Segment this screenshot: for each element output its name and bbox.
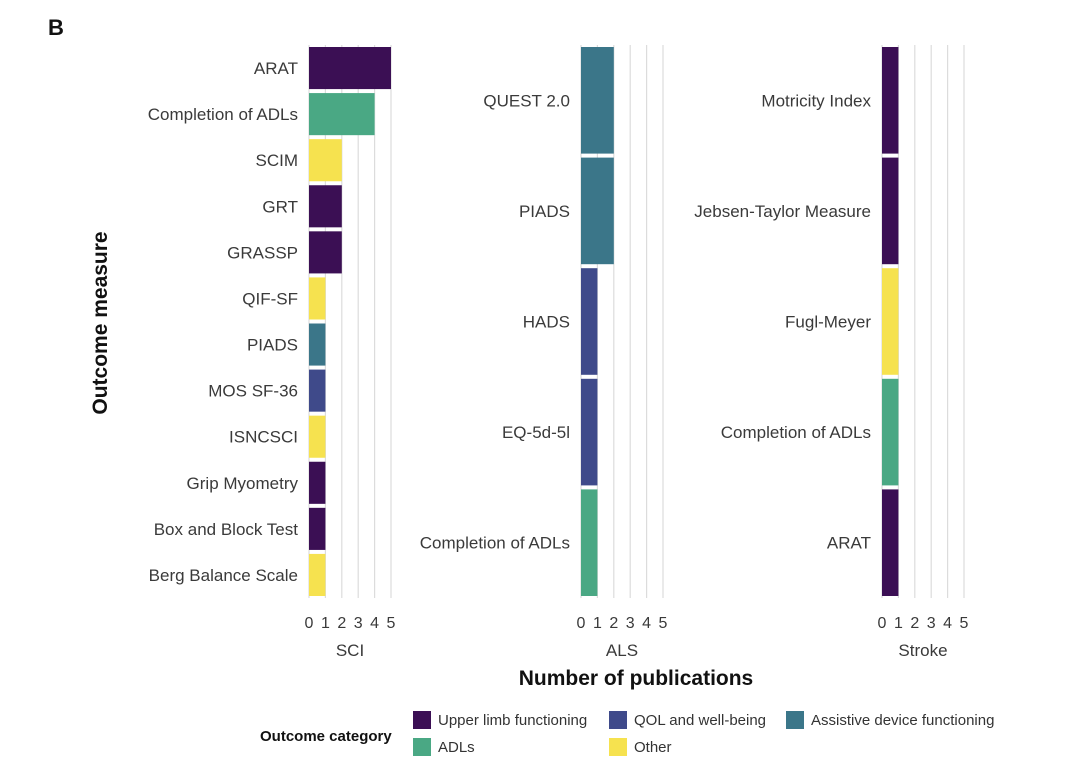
category-label: ISNCSCI — [229, 428, 298, 447]
bar — [581, 489, 598, 596]
tick-label: 5 — [960, 615, 969, 632]
category-label: GRASSP — [227, 243, 298, 262]
category-label: HADS — [523, 313, 570, 332]
x-axis-title: Number of publications — [519, 667, 754, 690]
tick-label: 1 — [321, 615, 330, 632]
tick-label: 5 — [387, 615, 396, 632]
category-label: Grip Myometry — [187, 474, 299, 493]
facet-stroke: Motricity Index Jebsen-Taylor Measure Fugl… — [694, 45, 969, 660]
category-label: GRT — [262, 197, 298, 216]
tick-label: 3 — [927, 615, 936, 632]
tick-label: 0 — [305, 615, 314, 632]
category-label: PIADS — [247, 336, 298, 355]
legend-label: Assistive device functioning — [811, 712, 994, 729]
legend-item-adls: ADLs — [413, 738, 475, 756]
category-label: QIF-SF — [242, 289, 298, 308]
bar — [882, 489, 899, 596]
tick-label: 4 — [370, 615, 379, 632]
bar — [309, 277, 326, 320]
legend-swatch — [413, 738, 431, 756]
legend-item-assistive: Assistive device functioning — [786, 711, 994, 729]
legend: Outcome category Upper limb functioning Q… — [260, 711, 994, 756]
bar — [309, 185, 342, 228]
bar — [309, 415, 326, 458]
legend-swatch — [609, 738, 627, 756]
category-label: SCIM — [256, 151, 299, 170]
legend-swatch — [786, 711, 804, 729]
tick-label: 2 — [609, 615, 618, 632]
facets: ARAT Completion of ADLs SCIM GRT GRASSP QIF-S… — [148, 45, 969, 660]
category-label: Box and Block Test — [154, 520, 299, 539]
bar — [882, 268, 899, 375]
tick-label: 3 — [354, 615, 363, 632]
category-label: ARAT — [827, 534, 871, 553]
panel-letter: B — [48, 15, 64, 40]
facet-label: ALS — [606, 641, 638, 660]
bar — [309, 139, 342, 182]
tick-label: 1 — [894, 615, 903, 632]
bar — [309, 507, 326, 550]
tick-label: 1 — [593, 615, 602, 632]
tick-label: 5 — [659, 615, 668, 632]
category-label: Completion of ADLs — [148, 105, 298, 124]
bar — [882, 157, 899, 265]
facet-als: QUEST 2.0 PIADS HADS EQ-5d-5l Completion of … — [420, 45, 668, 660]
tick-label: 2 — [910, 615, 919, 632]
bar — [309, 461, 326, 504]
bar — [882, 47, 899, 154]
bar — [882, 378, 899, 486]
legend-label: Upper limb functioning — [438, 712, 587, 729]
legend-item-other: Other — [609, 738, 672, 756]
category-label: ARAT — [254, 59, 298, 78]
tick-label: 4 — [642, 615, 651, 632]
legend-item-qol: QOL and well-being — [609, 711, 766, 729]
tick-label: 0 — [878, 615, 887, 632]
bar — [309, 369, 326, 412]
category-label: MOS SF-36 — [208, 382, 298, 401]
tick-label: 4 — [943, 615, 952, 632]
legend-label: ADLs — [438, 739, 475, 756]
bar — [309, 47, 391, 90]
category-label: QUEST 2.0 — [483, 91, 570, 110]
bar — [309, 231, 342, 274]
tick-label: 0 — [577, 615, 586, 632]
bar — [581, 47, 614, 154]
bar — [309, 323, 326, 366]
bar — [309, 93, 375, 136]
bar — [581, 378, 598, 486]
legend-item-upper_limb: Upper limb functioning — [413, 711, 587, 729]
facet-label: SCI — [336, 641, 364, 660]
legend-title: Outcome category — [260, 728, 392, 745]
category-label: Jebsen-Taylor Measure — [694, 202, 871, 221]
legend-swatch — [413, 711, 431, 729]
legend-label: Other — [634, 739, 672, 756]
y-axis-title: Outcome measure — [89, 231, 112, 414]
category-label: Berg Balance Scale — [149, 566, 298, 585]
facet-sci: ARAT Completion of ADLs SCIM GRT GRASSP QIF-S… — [148, 45, 396, 660]
bar — [309, 553, 326, 596]
bar — [581, 268, 598, 375]
bar — [581, 157, 614, 265]
category-label: Motricity Index — [761, 91, 871, 110]
category-label: Completion of ADLs — [721, 423, 871, 442]
category-label: EQ-5d-5l — [502, 423, 570, 442]
legend-swatch — [609, 711, 627, 729]
category-label: PIADS — [519, 202, 570, 221]
tick-label: 2 — [337, 615, 346, 632]
category-label: Fugl-Meyer — [785, 313, 871, 332]
facet-label: Stroke — [898, 641, 947, 660]
tick-label: 3 — [626, 615, 635, 632]
legend-label: QOL and well-being — [634, 712, 766, 729]
category-label: Completion of ADLs — [420, 534, 570, 553]
